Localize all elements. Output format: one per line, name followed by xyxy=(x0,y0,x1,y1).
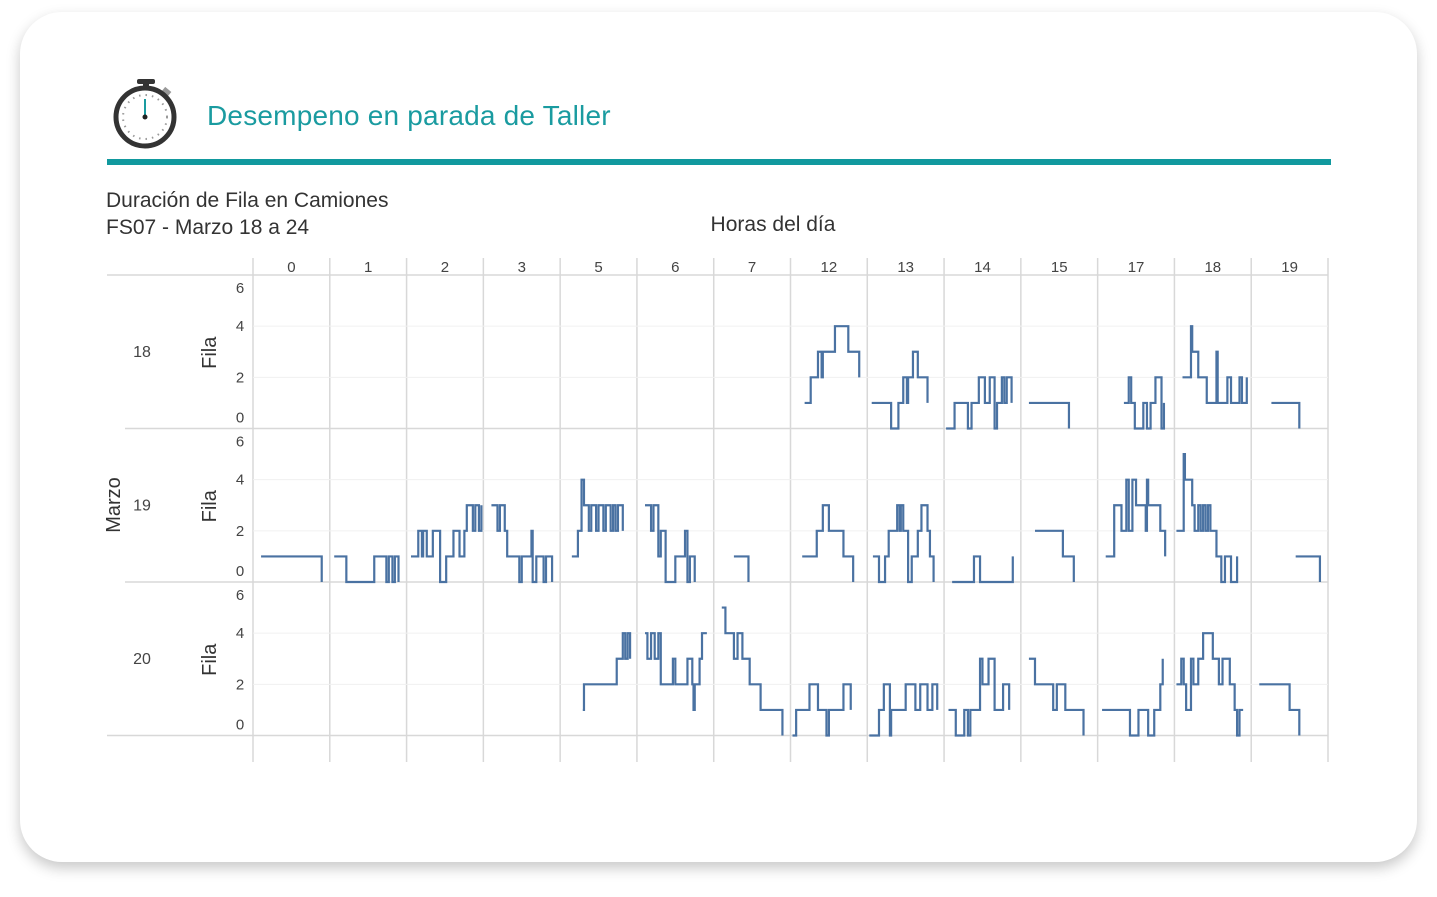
y-tick-label: 0 xyxy=(236,563,244,580)
hour-tick-label: 18 xyxy=(1204,259,1221,276)
queue-step-line-20-h7 xyxy=(721,606,784,736)
queue-step-line-19-h14 xyxy=(952,555,1014,584)
queue-step-line-19-h13 xyxy=(872,504,935,584)
y-tick-label: 2 xyxy=(236,369,244,386)
queue-step-line-18-h14 xyxy=(946,376,1013,430)
hour-tick-label: 6 xyxy=(671,259,679,276)
hour-tick-label: 17 xyxy=(1128,259,1145,276)
hour-tick-label: 12 xyxy=(821,259,838,276)
queue-step-line-20-h18 xyxy=(1176,632,1244,737)
queue-step-line-19-h15 xyxy=(1034,529,1075,582)
queue-step-line-19-h0 xyxy=(261,555,323,582)
y-tick-label: 4 xyxy=(236,472,244,489)
title-divider xyxy=(107,159,1331,165)
queue-step-line-19-h18 xyxy=(1176,452,1239,584)
chart-subtitle: FS07 - Marzo 18 a 24 xyxy=(106,216,310,239)
queue-step-line-18-h17 xyxy=(1123,376,1166,430)
chart-title: Duración de Fila en Camiones xyxy=(106,189,389,212)
queue-step-line-19-h3 xyxy=(491,504,554,584)
queue-step-line-20-h5 xyxy=(582,632,632,712)
hour-tick-label: 5 xyxy=(594,259,602,276)
y-tick-label: 0 xyxy=(236,717,244,734)
queue-step-line-19-h1 xyxy=(334,555,400,584)
date-row-label: 20 xyxy=(133,651,151,668)
y-axis-title: Fila xyxy=(199,643,221,676)
y-tick-label: 2 xyxy=(236,676,244,693)
queue-step-line-19-h17 xyxy=(1105,478,1167,558)
y-axis-title: Fila xyxy=(199,336,221,369)
queue-step-line-20-h12 xyxy=(792,683,852,737)
queue-step-line-20-h15 xyxy=(1028,657,1085,736)
y-tick-label: 0 xyxy=(236,410,244,427)
queue-step-line-20-h17 xyxy=(1102,658,1164,737)
queue-step-line-19-h5 xyxy=(571,478,624,558)
queue-step-line-18-h15 xyxy=(1028,401,1071,429)
queue-step-line-20-h19 xyxy=(1259,683,1301,736)
hour-tick-label: 13 xyxy=(897,259,914,276)
x-axis-title: Horas del día xyxy=(711,213,836,236)
date-row-label: 19 xyxy=(133,497,151,514)
queue-step-line-19-h2 xyxy=(410,504,483,584)
group-label: Marzo xyxy=(103,477,125,533)
y-tick-label: 6 xyxy=(236,434,244,451)
hour-tick-label: 15 xyxy=(1051,259,1068,276)
queue-step-line-18-h19 xyxy=(1271,401,1301,429)
queue-step-line-18-h18 xyxy=(1182,325,1248,405)
queue-step-line-20-h13 xyxy=(869,683,939,737)
hour-tick-label: 0 xyxy=(287,259,295,276)
y-tick-label: 2 xyxy=(236,523,244,540)
y-tick-label: 4 xyxy=(236,625,244,642)
queue-step-line-20-h6 xyxy=(644,632,707,712)
queue-step-line-19-h19 xyxy=(1295,555,1322,582)
queue-step-line-19-h12 xyxy=(802,504,855,582)
hour-tick-label: 14 xyxy=(974,259,991,276)
y-tick-label: 4 xyxy=(236,318,244,335)
queue-step-line-19-h6 xyxy=(644,504,696,584)
hour-tick-label: 2 xyxy=(441,259,449,276)
queue-step-line-18-h12 xyxy=(804,325,861,405)
date-row-label: 18 xyxy=(133,344,151,361)
y-tick-label: 6 xyxy=(236,587,244,604)
hour-tick-label: 7 xyxy=(748,259,756,276)
y-axis-title: Fila xyxy=(199,489,221,522)
queue-step-line-20-h14 xyxy=(948,657,1011,737)
hour-tick-label: 1 xyxy=(364,259,372,276)
y-tick-label: 6 xyxy=(236,280,244,297)
queue-step-line-19-h7 xyxy=(733,555,750,582)
queue-step-line-18-h13 xyxy=(871,350,929,430)
hour-tick-label: 3 xyxy=(518,259,526,276)
page-title: Desempeno en parada de Taller xyxy=(207,100,611,131)
hour-tick-label: 19 xyxy=(1281,259,1298,276)
